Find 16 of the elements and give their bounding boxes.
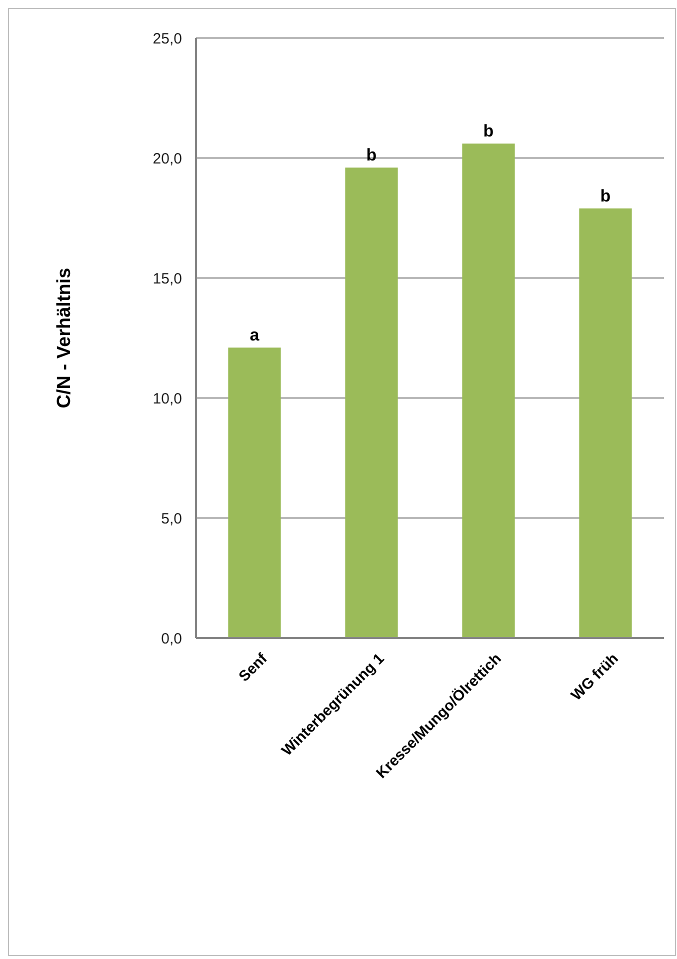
bar [345, 168, 398, 638]
bar [579, 208, 632, 638]
y-tick-label: 15,0 [152, 270, 182, 288]
y-tick-label: 10,0 [152, 390, 182, 408]
annotation: b [483, 122, 494, 141]
annotation: a [250, 326, 260, 345]
annotation: b [600, 186, 611, 206]
y-tick-label: 20,0 [152, 150, 182, 168]
y-tick-label: 25,0 [152, 30, 182, 48]
bar [228, 348, 281, 638]
y-tick-label: 5,0 [161, 510, 182, 528]
y-axis-title: C/N - Verhältnis [54, 268, 75, 408]
y-tick-label: 0,0 [161, 630, 182, 648]
x-tick-label: WG früh [568, 650, 622, 704]
annotation: b [366, 146, 377, 165]
bar [462, 144, 515, 638]
